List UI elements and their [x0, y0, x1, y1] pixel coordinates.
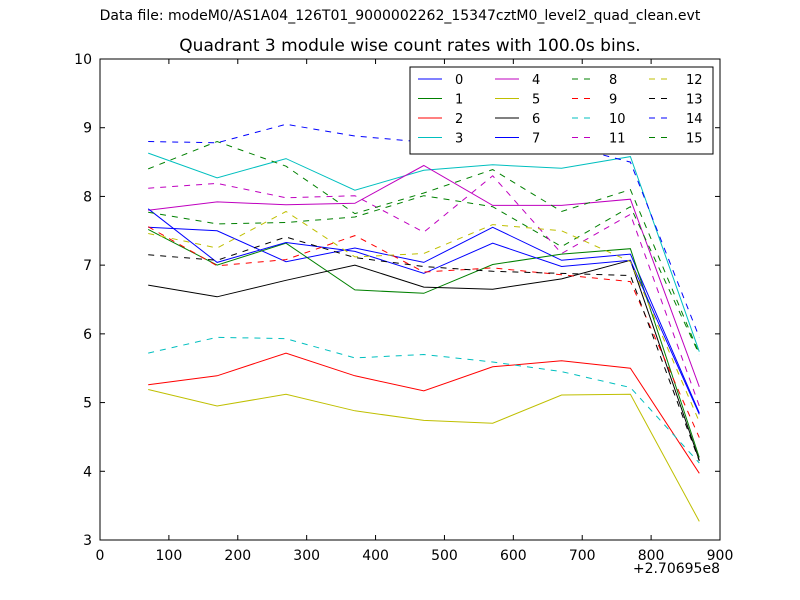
x-tick-label: 0	[96, 548, 105, 564]
x-tick-label: 900	[707, 548, 734, 564]
series-line-4	[148, 164, 700, 387]
legend-label-4: 4	[532, 73, 540, 88]
series-line-15	[148, 140, 700, 354]
chart-title: Quadrant 3 module wise count rates with …	[179, 36, 641, 56]
x-tick-label: 400	[362, 548, 389, 564]
legend-label-13: 13	[686, 93, 703, 108]
series-line-2	[148, 352, 700, 474]
legend-label-10: 10	[609, 112, 626, 127]
x-tick-label: 800	[638, 548, 665, 564]
series-line-10	[148, 336, 700, 464]
legend-label-0: 0	[455, 73, 463, 88]
x-offset-label: +2.70695e8	[632, 561, 720, 577]
series-line-9	[147, 226, 700, 438]
legend-label-8: 8	[609, 73, 617, 88]
legend-label-6: 6	[532, 112, 540, 127]
series-line-5	[148, 389, 700, 522]
y-tick-label: 6	[83, 327, 92, 343]
x-tick-label: 700	[569, 548, 596, 564]
y-tick-label: 10	[74, 52, 92, 68]
y-tick-label: 9	[83, 121, 92, 137]
legend-box	[409, 66, 714, 155]
x-tick-label: 600	[500, 548, 527, 564]
x-tick-label: 200	[224, 548, 251, 564]
x-tick-label: 500	[431, 548, 458, 564]
series-line-6	[148, 259, 700, 461]
legend-label-5: 5	[532, 93, 540, 108]
legend-label-11: 11	[609, 132, 626, 147]
x-tick-label: 300	[293, 548, 320, 564]
series-lines	[147, 104, 700, 522]
legend-label-15: 15	[686, 132, 703, 147]
y-tick-label: 4	[83, 464, 92, 480]
legend-label-7: 7	[532, 132, 540, 147]
series-line-0	[148, 226, 700, 414]
series-line-11	[148, 175, 700, 407]
legend-label-9: 9	[609, 93, 617, 108]
series-line-7	[147, 208, 700, 415]
legend-label-3: 3	[455, 132, 463, 147]
series-line-13	[148, 236, 700, 462]
y-tick-label: 5	[83, 396, 92, 412]
legend-label-1: 1	[455, 93, 463, 108]
legend-label-14: 14	[686, 112, 703, 127]
legend-label-12: 12	[686, 73, 703, 88]
legend-label-2: 2	[455, 112, 463, 127]
series-line-3	[148, 152, 700, 352]
suptitle: Data file: modeM0/AS1A04_126T01_90000022…	[99, 8, 701, 24]
series-line-12	[148, 210, 700, 422]
axes-frame	[99, 58, 721, 541]
y-tick-label: 3	[83, 533, 92, 549]
x-tick-label: 100	[156, 548, 183, 564]
series-line-1	[147, 228, 700, 458]
series-line-8	[148, 195, 700, 355]
y-tick-label: 8	[83, 189, 92, 205]
y-tick-label: 7	[83, 258, 92, 274]
